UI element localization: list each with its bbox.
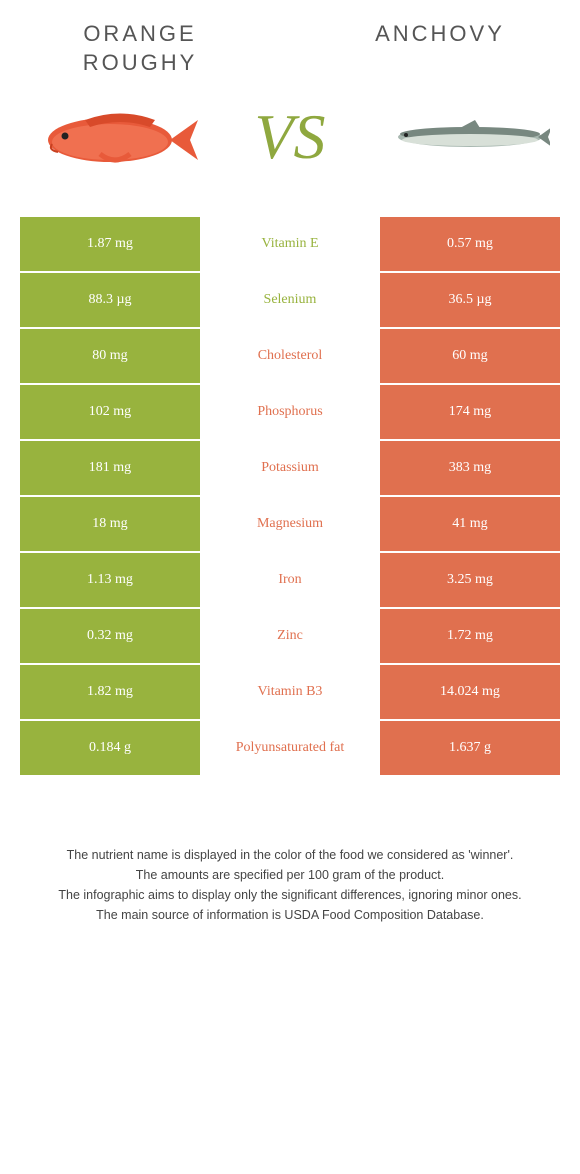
table-row: 0.184 gPolyunsaturated fat1.637 g [20,721,560,775]
left-value-cell: 0.32 mg [20,609,200,663]
nutrient-label-cell: Zinc [202,609,378,663]
right-value-cell: 1.637 g [380,721,560,775]
left-value-cell: 0.184 g [20,721,200,775]
nutrient-label-cell: Cholesterol [202,329,378,383]
right-food-title: ANCHOVY [340,20,540,77]
nutrient-label-cell: Selenium [202,273,378,327]
nutrient-table: 1.87 mgVitamin E0.57 mg88.3 µgSelenium36… [20,217,560,775]
vs-label: VS [254,100,325,174]
table-row: 80 mgCholesterol60 mg [20,329,560,383]
nutrient-label-cell: Vitamin B3 [202,665,378,719]
table-row: 1.87 mgVitamin E0.57 mg [20,217,560,271]
nutrient-label-cell: Phosphorus [202,385,378,439]
table-row: 88.3 µgSelenium36.5 µg [20,273,560,327]
left-value-cell: 102 mg [20,385,200,439]
right-value-cell: 3.25 mg [380,553,560,607]
footer-notes: The nutrient name is displayed in the co… [20,845,560,925]
nutrient-label-cell: Vitamin E [202,217,378,271]
left-value-cell: 181 mg [20,441,200,495]
footer-line2: The amounts are specified per 100 gram o… [20,865,560,885]
left-food-title: ORANGE ROUGHY [40,20,240,77]
right-value-cell: 383 mg [380,441,560,495]
table-row: 1.13 mgIron3.25 mg [20,553,560,607]
right-value-cell: 36.5 µg [380,273,560,327]
table-row: 181 mgPotassium383 mg [20,441,560,495]
anchovy-image [380,97,550,177]
right-value-cell: 1.72 mg [380,609,560,663]
nutrient-label-cell: Iron [202,553,378,607]
left-value-cell: 18 mg [20,497,200,551]
vs-row: VS [0,87,580,217]
nutrient-label-cell: Polyunsaturated fat [202,721,378,775]
orange-roughy-image [30,97,200,177]
left-title-line2: ROUGHY [83,50,198,75]
right-value-cell: 60 mg [380,329,560,383]
left-value-cell: 1.13 mg [20,553,200,607]
right-value-cell: 174 mg [380,385,560,439]
right-value-cell: 0.57 mg [380,217,560,271]
right-title: ANCHOVY [375,21,505,46]
footer-line1: The nutrient name is displayed in the co… [20,845,560,865]
footer-line4: The main source of information is USDA F… [20,905,560,925]
left-value-cell: 88.3 µg [20,273,200,327]
table-row: 0.32 mgZinc1.72 mg [20,609,560,663]
right-value-cell: 41 mg [380,497,560,551]
left-value-cell: 1.82 mg [20,665,200,719]
nutrient-label-cell: Magnesium [202,497,378,551]
left-value-cell: 80 mg [20,329,200,383]
table-row: 18 mgMagnesium41 mg [20,497,560,551]
table-row: 1.82 mgVitamin B314.024 mg [20,665,560,719]
nutrient-label-cell: Potassium [202,441,378,495]
right-value-cell: 14.024 mg [380,665,560,719]
header: ORANGE ROUGHY ANCHOVY [0,0,580,87]
footer-line3: The infographic aims to display only the… [20,885,560,905]
left-value-cell: 1.87 mg [20,217,200,271]
left-title-line1: ORANGE [83,21,196,46]
table-row: 102 mgPhosphorus174 mg [20,385,560,439]
